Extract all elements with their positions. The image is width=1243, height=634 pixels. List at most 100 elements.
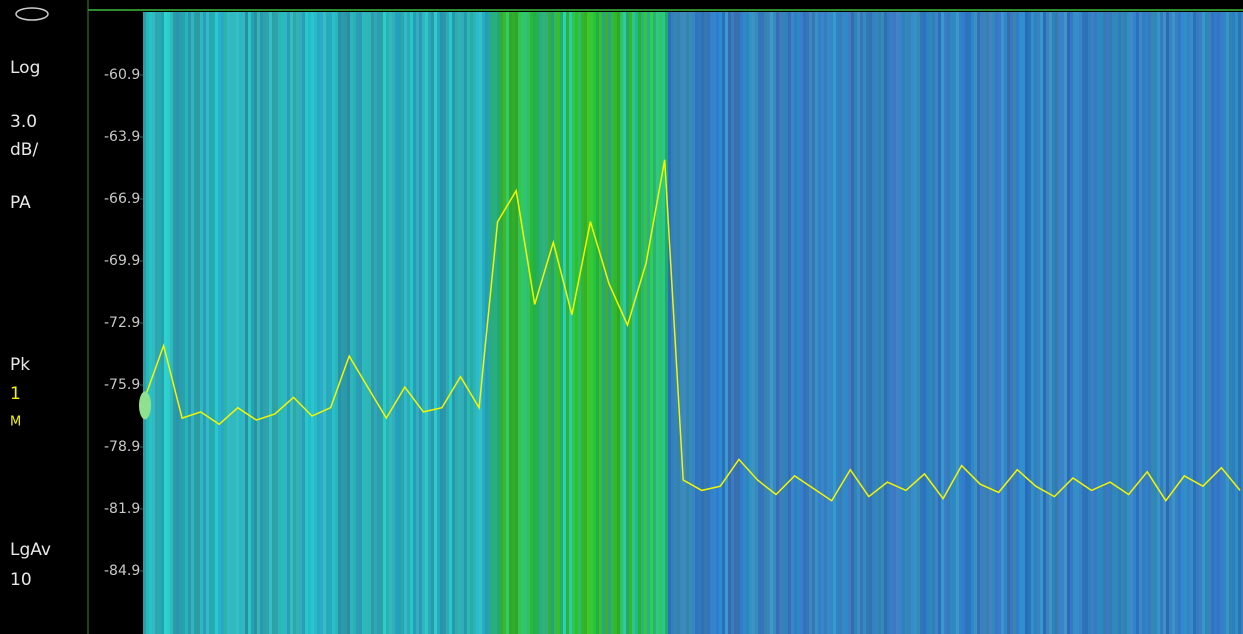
waterfall-stripe xyxy=(1004,12,1007,634)
waterfall-stripe xyxy=(917,12,920,634)
waterfall-stripe xyxy=(701,12,704,634)
waterfall-stripe xyxy=(518,12,521,634)
preamp: PA xyxy=(10,193,31,213)
waterfall-stripe xyxy=(293,12,296,634)
waterfall-stripe xyxy=(899,12,902,634)
waterfall-stripe xyxy=(239,12,242,634)
waterfall-stripe xyxy=(1070,12,1073,634)
waterfall-stripe xyxy=(218,12,221,634)
waterfall-stripe xyxy=(572,12,575,634)
waterfall-stripe xyxy=(179,12,182,634)
waterfall-stripe xyxy=(944,12,947,634)
waterfall-stripe xyxy=(845,12,848,634)
waterfall-stripe xyxy=(1064,12,1067,634)
waterfall-stripe xyxy=(758,12,761,634)
waterfall-stripe xyxy=(188,12,191,634)
waterfall-stripe xyxy=(569,12,572,634)
waterfall-stripe xyxy=(353,12,356,634)
waterfall-stripe xyxy=(713,12,716,634)
waterfall-stripe xyxy=(875,12,878,634)
waterfall-stripe xyxy=(971,12,974,634)
waterfall-stripe xyxy=(500,12,503,634)
waterfall-stripe xyxy=(842,12,845,634)
waterfall-stripe xyxy=(506,12,509,634)
waterfall-stripe xyxy=(608,12,611,634)
waterfall-stripe xyxy=(368,12,371,634)
waterfall-stripe xyxy=(863,12,866,634)
waterfall-stripe xyxy=(782,12,785,634)
waterfall-stripe xyxy=(545,12,548,634)
waterfall-stripe xyxy=(1196,12,1199,634)
waterfall-stripe xyxy=(473,12,476,634)
waterfall-stripe xyxy=(167,12,170,634)
waterfall-stripe xyxy=(566,12,569,634)
waterfall-stripe xyxy=(1097,12,1100,634)
waterfall-stripe xyxy=(164,12,167,634)
waterfall-stripe xyxy=(779,12,782,634)
waterfall-stripe xyxy=(866,12,869,634)
rotate-icon xyxy=(15,7,49,21)
waterfall-stripe xyxy=(1019,12,1022,634)
waterfall-stripe xyxy=(947,12,950,634)
waterfall-stripe xyxy=(317,12,320,634)
waterfall-stripe xyxy=(392,12,395,634)
waterfall-stripe xyxy=(425,12,428,634)
waterfall-stripe xyxy=(338,12,341,634)
waterfall-stripe xyxy=(1094,12,1097,634)
waterfall-stripe xyxy=(776,12,779,634)
waterfall-stripe xyxy=(824,12,827,634)
waterfall-stripe xyxy=(497,12,500,634)
waterfall-stripe xyxy=(428,12,431,634)
waterfall-stripe xyxy=(254,12,257,634)
waterfall-stripe xyxy=(734,12,737,634)
waterfall-stripe xyxy=(158,12,161,634)
waterfall-stripe xyxy=(992,12,995,634)
waterfall-stripe xyxy=(986,12,989,634)
waterfall-stripe xyxy=(1049,12,1052,634)
waterfall-stripe xyxy=(557,12,560,634)
waterfall-stripe xyxy=(638,12,641,634)
waterfall-stripe xyxy=(161,12,164,634)
waterfall-stripe xyxy=(1016,12,1019,634)
waterfall-stripe xyxy=(923,12,926,634)
y-tick-label: -72.9 xyxy=(104,315,140,331)
waterfall-stripe xyxy=(524,12,527,634)
waterfall-stripe xyxy=(869,12,872,634)
waterfall-stripe xyxy=(743,12,746,634)
waterfall-stripe xyxy=(956,12,959,634)
waterfall-stripe xyxy=(1007,12,1010,634)
waterfall-stripe xyxy=(1076,12,1079,634)
waterfall-stripe xyxy=(326,12,329,634)
scale-unit: dB/ xyxy=(10,140,38,160)
waterfall-stripe xyxy=(257,12,260,634)
waterfall-stripe xyxy=(1193,12,1196,634)
waterfall-stripe xyxy=(191,12,194,634)
waterfall-stripe xyxy=(803,12,806,634)
waterfall-stripe xyxy=(1088,12,1091,634)
waterfall-stripe xyxy=(371,12,374,634)
waterfall-stripe xyxy=(194,12,197,634)
waterfall-stripe xyxy=(1184,12,1187,634)
waterfall-stripe xyxy=(146,12,149,634)
waterfall-stripe xyxy=(185,12,188,634)
waterfall-stripe xyxy=(848,12,851,634)
waterfall-stripe xyxy=(731,12,734,634)
waterfall-stripe xyxy=(359,12,362,634)
average-count: 10 xyxy=(10,570,32,590)
waterfall-stripe xyxy=(596,12,599,634)
waterfall-stripe xyxy=(887,12,890,634)
waterfall-stripe xyxy=(1100,12,1103,634)
waterfall-stripe xyxy=(674,12,677,634)
waterfall-stripe xyxy=(1109,12,1112,634)
waterfall-stripe xyxy=(1169,12,1172,634)
waterfall-stripe xyxy=(998,12,1001,634)
waterfall-stripe xyxy=(494,12,497,634)
waterfall-stripe xyxy=(968,12,971,634)
waterfall-stripe xyxy=(491,12,494,634)
scale-type: Log xyxy=(10,58,40,78)
waterfall-stripe xyxy=(446,12,449,634)
waterfall-stripe xyxy=(1055,12,1058,634)
waterfall-stripe xyxy=(737,12,740,634)
y-tick-label: -81.9 xyxy=(104,501,140,517)
